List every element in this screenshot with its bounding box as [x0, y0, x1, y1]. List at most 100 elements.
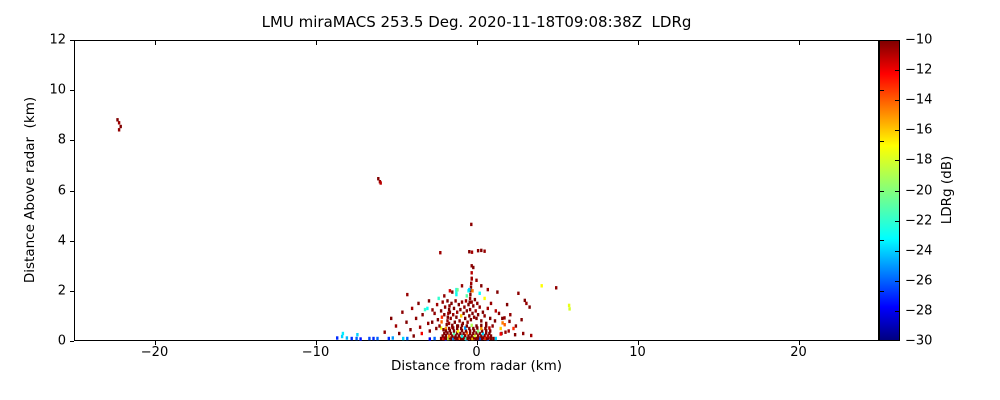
data-point — [391, 336, 394, 340]
colorbar-tick-label: −24 — [905, 243, 933, 259]
data-point — [464, 329, 468, 333]
data-point — [472, 304, 475, 308]
data-point — [447, 334, 451, 338]
data-point — [476, 326, 479, 330]
data-point — [508, 319, 511, 324]
data-point — [452, 313, 455, 317]
data-point — [439, 336, 443, 341]
data-point — [504, 330, 507, 334]
data-point — [475, 331, 478, 335]
data-point — [420, 331, 423, 336]
data-point — [488, 331, 491, 336]
data-point — [480, 284, 483, 288]
data-point — [473, 297, 477, 302]
data-point — [460, 334, 464, 338]
data-point — [481, 310, 485, 314]
data-point — [435, 302, 439, 307]
data-point — [412, 334, 415, 338]
colorbar-tick-label: −28 — [905, 303, 933, 319]
data-point — [465, 294, 468, 298]
data-point — [372, 336, 375, 341]
data-point — [479, 336, 482, 341]
data-point — [489, 329, 492, 333]
data-point — [471, 311, 474, 316]
data-point — [468, 336, 471, 340]
data-point — [512, 326, 515, 331]
data-point — [489, 334, 493, 338]
data-point — [433, 311, 436, 316]
colorbar-tick-label: −14 — [905, 92, 933, 108]
data-point — [448, 328, 452, 333]
data-point — [528, 305, 531, 309]
colorbar-tick-label: −16 — [905, 122, 933, 138]
data-point — [458, 319, 461, 323]
x-tick-label: 10 — [629, 345, 646, 360]
data-point — [447, 326, 451, 331]
data-point — [468, 300, 471, 304]
data-point — [451, 290, 454, 294]
data-point — [442, 328, 445, 332]
data-point — [453, 336, 456, 340]
y-tick-label: 0 — [57, 333, 66, 349]
data-point — [485, 321, 488, 326]
data-point — [474, 309, 477, 313]
data-point — [431, 320, 434, 324]
data-point — [568, 307, 571, 311]
data-point — [461, 336, 464, 341]
data-point — [454, 333, 457, 338]
data-point — [440, 315, 444, 319]
data-point — [485, 324, 488, 328]
data-point — [476, 249, 480, 253]
data-point — [497, 311, 501, 316]
data-point — [356, 333, 359, 337]
data-point — [458, 336, 461, 340]
data-point — [494, 336, 497, 341]
data-point — [446, 315, 449, 319]
data-point — [472, 336, 476, 340]
data-point — [406, 292, 409, 297]
data-point — [409, 328, 412, 332]
data-point — [462, 331, 465, 336]
data-point — [440, 320, 443, 324]
data-point — [455, 315, 458, 319]
data-point — [435, 326, 438, 331]
data-point — [485, 328, 488, 333]
data-point — [444, 333, 448, 338]
data-point — [450, 301, 453, 306]
data-point — [451, 334, 454, 338]
data-point — [456, 336, 460, 341]
data-point — [464, 316, 467, 321]
data-point — [437, 296, 440, 301]
data-point — [427, 299, 431, 303]
data-point — [436, 318, 440, 322]
data-point — [449, 316, 452, 321]
data-point — [423, 307, 427, 312]
data-point — [474, 336, 477, 341]
data-point — [463, 305, 466, 309]
data-point — [509, 313, 512, 317]
data-point — [476, 336, 479, 341]
data-point — [468, 326, 471, 331]
y-tick-label: 4 — [57, 233, 66, 249]
data-point — [470, 264, 473, 268]
data-point — [117, 121, 121, 125]
data-point — [116, 118, 119, 122]
data-point — [465, 309, 468, 313]
data-point — [480, 336, 484, 341]
data-point — [466, 320, 469, 324]
data-point — [486, 306, 489, 311]
data-point — [476, 329, 480, 333]
colorbar-tick-label: −30 — [905, 333, 933, 349]
colorbar-tick-label: −26 — [905, 273, 933, 289]
data-point — [488, 326, 491, 330]
colorbar-tick-label: −10 — [905, 32, 933, 48]
colorbar-tick-label: −18 — [905, 152, 933, 168]
data-point — [456, 324, 459, 328]
data-point — [438, 324, 441, 328]
data-point — [447, 311, 450, 316]
data-point — [476, 301, 479, 306]
y-tick-label: 10 — [49, 82, 66, 98]
data-point — [483, 314, 486, 318]
